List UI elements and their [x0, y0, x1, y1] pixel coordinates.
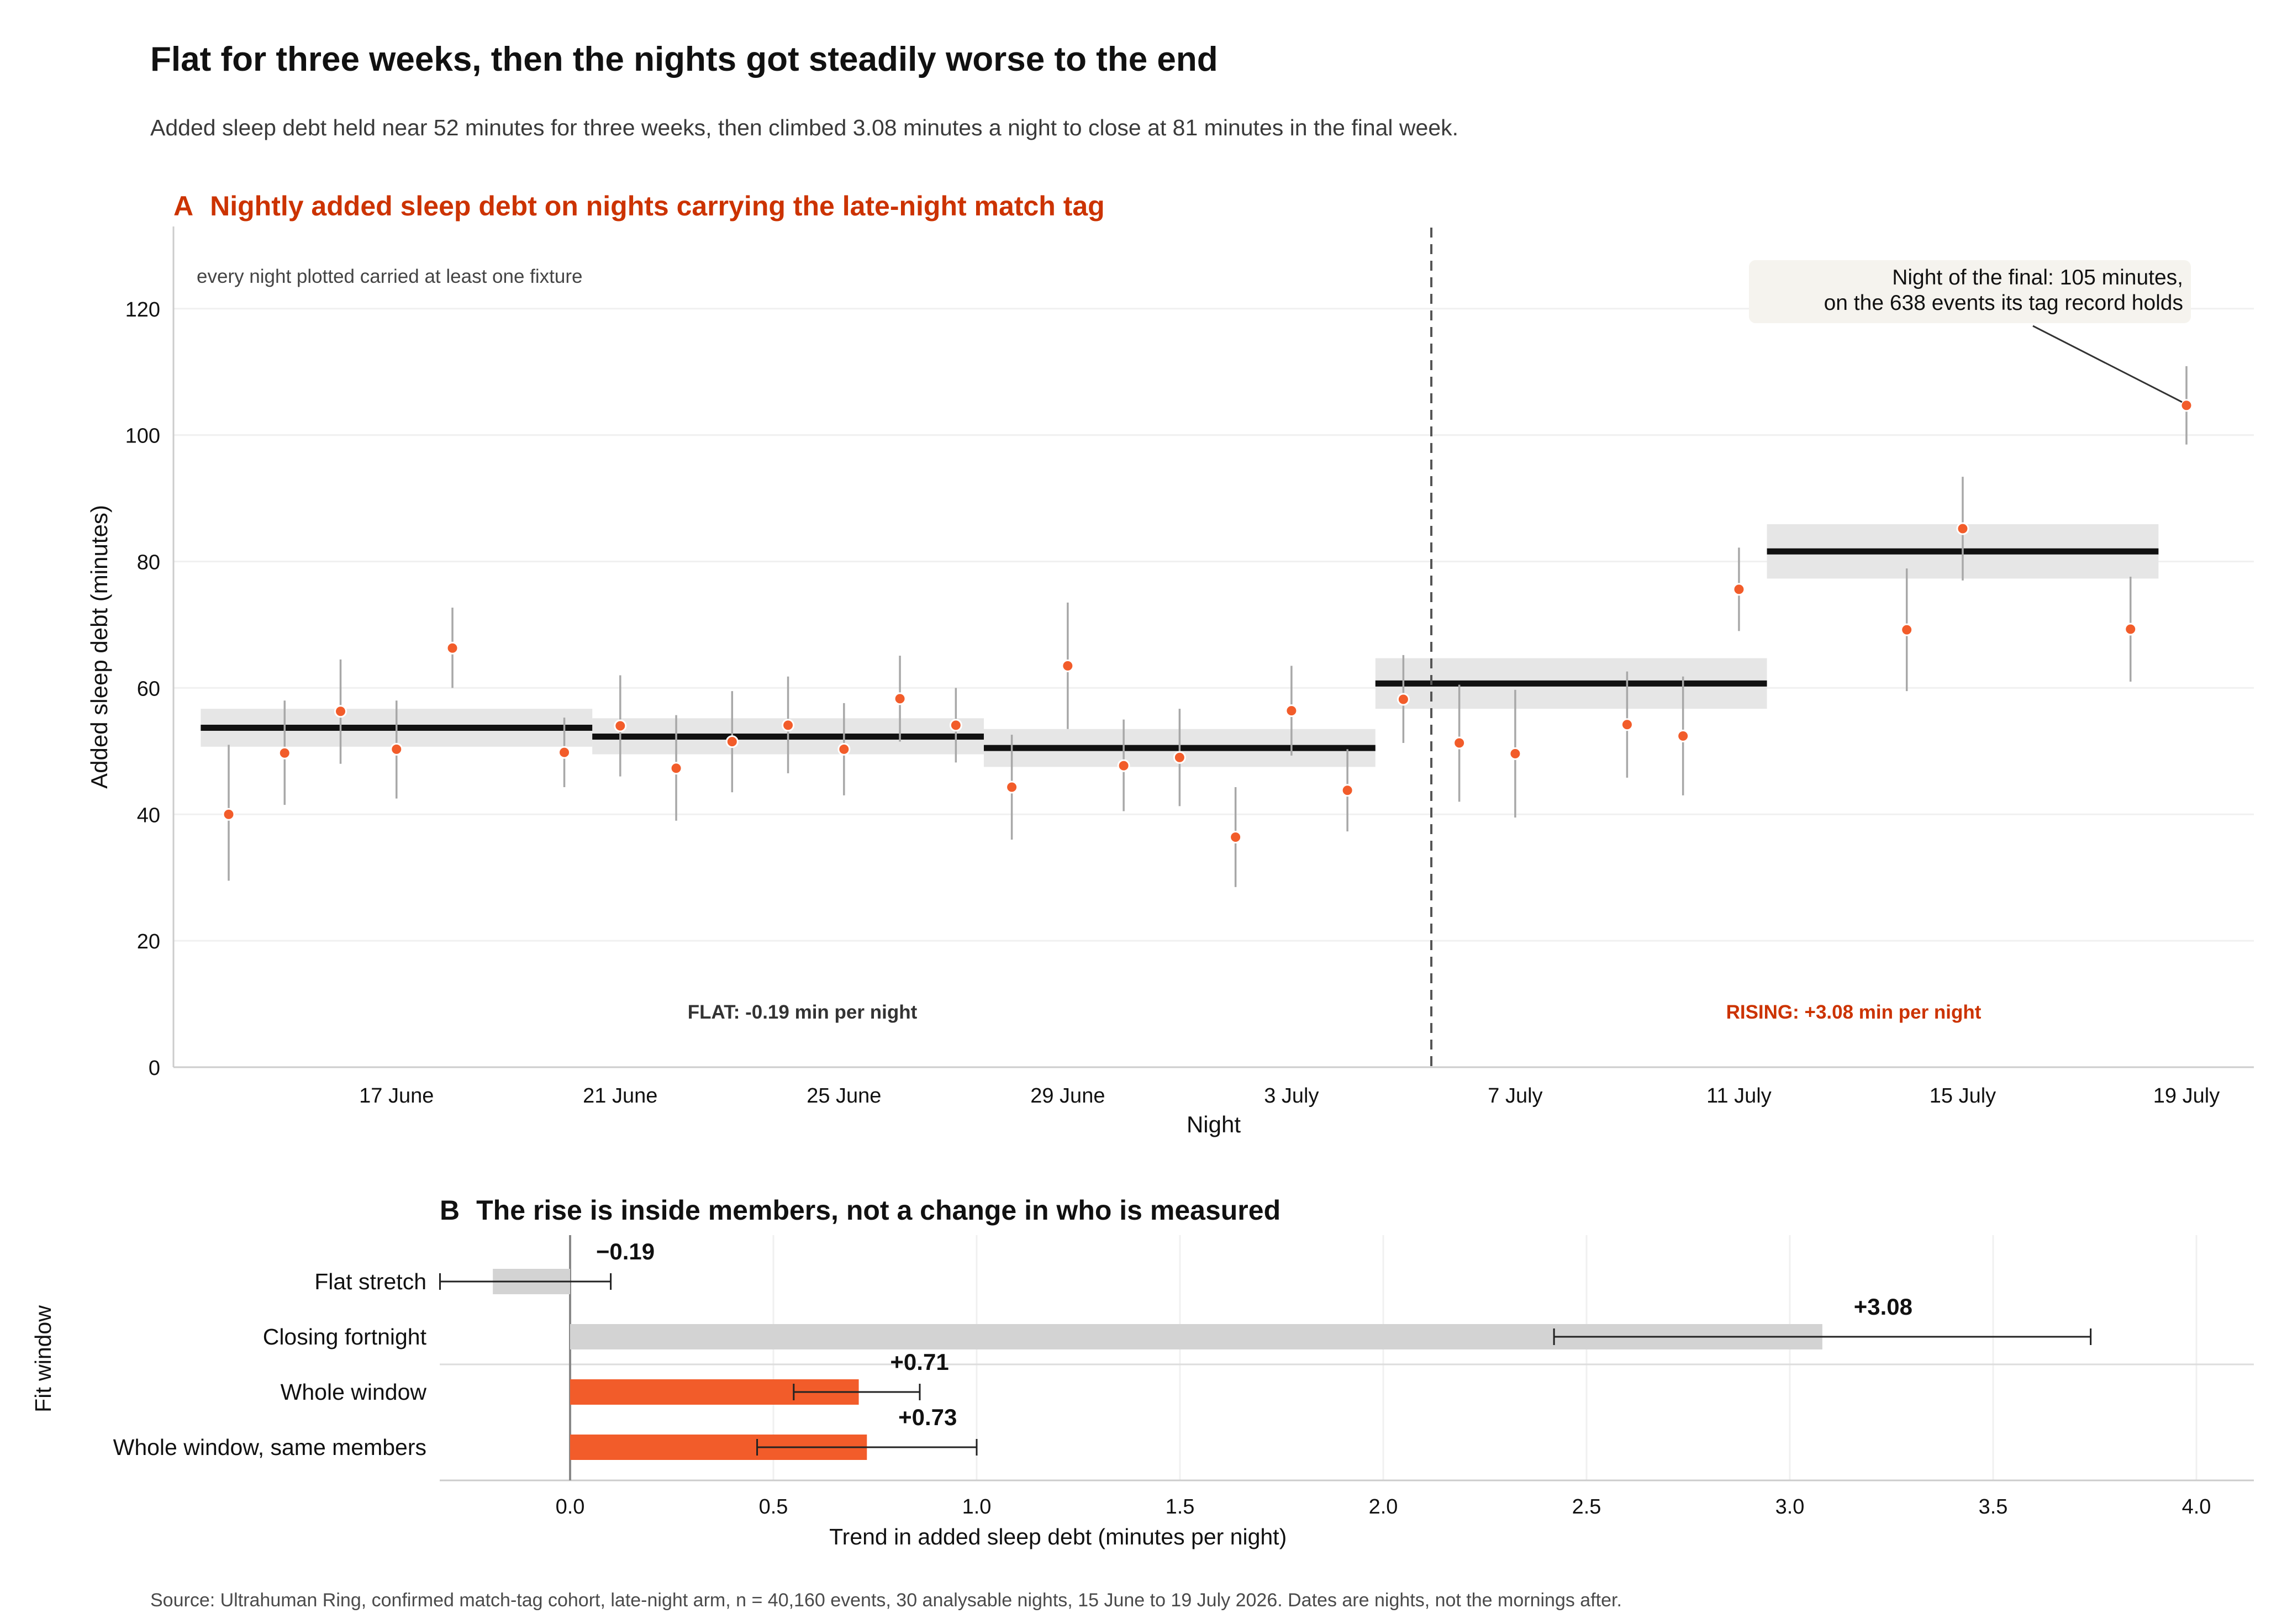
panel-b-chart: −0.19 +3.08 +0.71 +0.73 Flat stretch Closing …: [30, 1195, 2254, 1549]
night-point: [614, 719, 627, 732]
x-tick-label: 19 July: [2153, 1084, 2220, 1108]
x-tick-label: 17 June: [359, 1084, 434, 1108]
night-point: [1117, 759, 1130, 772]
bar-value-label: +0.73: [898, 1404, 957, 1430]
panel-a-chart: 0 20 40 60 80 100 120 17 June 21 June 25 June 29 J…: [86, 191, 2254, 1137]
y-tick-label: 40: [137, 804, 160, 827]
night-point: [893, 692, 907, 705]
segment-label-rising: RISING: +3.08 min per night: [1726, 1001, 1982, 1023]
bar-value-label: +3.08: [1854, 1294, 1912, 1320]
night-point: [949, 719, 962, 732]
night-point: [1677, 729, 1690, 742]
panel-b-title-text: The rise is inside members, not a change…: [476, 1195, 1280, 1226]
night-point: [1900, 623, 1914, 636]
x-tick-label: 3.0: [1775, 1495, 1805, 1518]
category-label: Whole window, same members: [113, 1435, 426, 1460]
x-axis-label: Night: [1187, 1111, 1241, 1137]
night-point: [222, 808, 235, 821]
figure-title: Flat for three weeks, then the nights go…: [150, 40, 1218, 78]
x-tick-label: 3.5: [1979, 1495, 2008, 1518]
x-tick-label: 1.0: [962, 1495, 992, 1518]
night-point: [1061, 659, 1074, 672]
night-point: [782, 719, 795, 732]
night-point: [1509, 747, 1522, 760]
y-axis-label: Added sleep debt (minutes): [86, 505, 112, 789]
night-point: [1229, 830, 1242, 843]
night-point: [334, 705, 347, 718]
x-axis-label: Trend in added sleep debt (minutes per n…: [829, 1524, 1287, 1549]
panel-b-letter: B: [440, 1195, 460, 1226]
y-tick-label: 120: [125, 298, 160, 321]
panel-a-title-text: Nightly added sleep debt on nights carry…: [210, 191, 1105, 222]
y-tick-label: 20: [137, 930, 160, 953]
night-point: [1173, 751, 1186, 764]
x-tick-label: 1.5: [1166, 1495, 1195, 1518]
segment-label-flat: FLAT: -0.19 min per night: [688, 1001, 918, 1023]
night-point: [1620, 718, 1633, 731]
night-point: [1005, 781, 1019, 794]
night-point: [278, 746, 291, 760]
night-point: [670, 762, 683, 775]
x-tick-label: 2.5: [1572, 1495, 1601, 1518]
annotation-text: Night of the final: 105 minutes,: [1892, 266, 2183, 289]
annotation-box: [1749, 260, 2191, 323]
bar-value-label: −0.19: [596, 1238, 655, 1264]
night-point: [725, 735, 739, 748]
x-tick-label: 2.0: [1369, 1495, 1398, 1518]
night-point: [1285, 704, 1298, 718]
y-axis-label: Fit window: [30, 1305, 56, 1412]
x-tick-label: 4.0: [2182, 1495, 2211, 1518]
x-tick-label: 0.0: [556, 1495, 585, 1518]
x-tick-label: 21 June: [583, 1084, 657, 1108]
x-tick-label: 29 June: [1030, 1084, 1105, 1108]
x-tick-label: 0.5: [759, 1495, 788, 1518]
x-tick-label: 15 July: [1930, 1084, 1996, 1108]
x-tick-label: 11 July: [1706, 1084, 1772, 1108]
panel-a-title: A Nightly added sleep debt on nights carr…: [173, 191, 1105, 222]
night-point: [1397, 693, 1410, 706]
annotation-leader: [2032, 325, 2183, 403]
night-point: [2124, 623, 2137, 636]
night-point: [837, 742, 851, 756]
source-note: Source: Ultrahuman Ring, confirmed match…: [150, 1590, 1622, 1611]
night-point: [1732, 583, 1746, 596]
night-point: [1341, 784, 1354, 797]
night-point: [1956, 522, 1969, 535]
y-tick-label: 80: [137, 551, 160, 574]
y-tick-label: 60: [137, 677, 160, 700]
panel-a-note: every night plotted carried at least one…: [197, 266, 582, 287]
x-tick-label: 3 July: [1264, 1084, 1319, 1108]
bar-value-label: +0.71: [890, 1349, 948, 1375]
night-point: [1453, 736, 1466, 750]
x-tick-label: 7 July: [1488, 1084, 1542, 1108]
night-point: [446, 641, 459, 655]
category-label: Flat stretch: [314, 1269, 426, 1294]
y-tick-label: 0: [149, 1057, 160, 1080]
category-label: Whole window: [281, 1379, 427, 1405]
category-label: Closing fortnight: [263, 1324, 427, 1349]
panel-b-title: B The rise is inside members, not a chang…: [440, 1195, 1280, 1226]
annotation-text: on the 638 events its tag record holds: [1824, 291, 2183, 315]
y-tick-label: 100: [125, 425, 160, 448]
night-point: [390, 742, 403, 756]
night-point: [558, 746, 571, 759]
figure-subtitle: Added sleep debt held near 52 minutes fo…: [150, 115, 1459, 140]
panel-a-letter: A: [173, 191, 193, 222]
x-tick-label: 25 June: [807, 1084, 881, 1108]
night-point: [2180, 399, 2193, 412]
